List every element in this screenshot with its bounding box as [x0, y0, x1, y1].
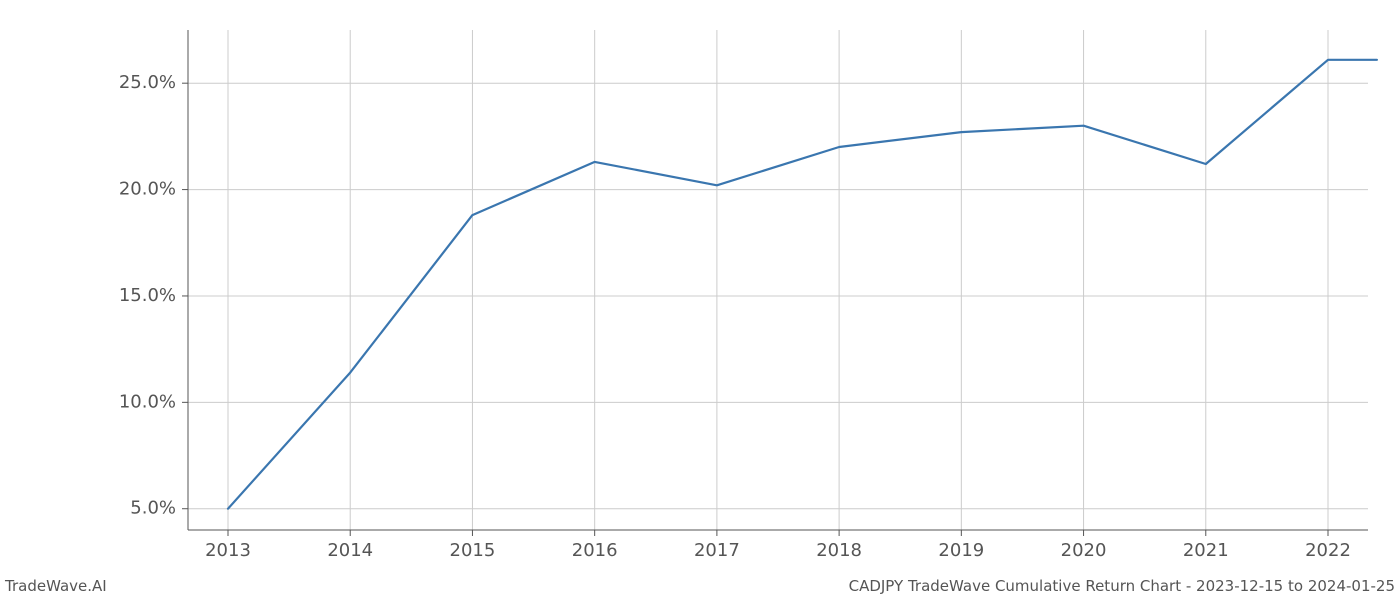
x-tick-label: 2018 [816, 540, 862, 561]
y-tick-label: 5.0% [130, 498, 176, 519]
footer-caption: CADJPY TradeWave Cumulative Return Chart… [849, 577, 1395, 595]
x-tick-label: 2017 [694, 540, 740, 561]
x-tick-label: 2022 [1305, 540, 1351, 561]
x-tick-label: 2013 [205, 540, 251, 561]
y-tick-label: 25.0% [119, 72, 176, 93]
footer-brand: TradeWave.AI [5, 577, 107, 595]
y-tick-label: 20.0% [119, 179, 176, 200]
x-tick-label: 2016 [572, 540, 618, 561]
chart-container: 5.0% 10.0% 15.0% 20.0% 25.0% 2013 2014 2015 2016… [0, 0, 1400, 600]
x-tick-label: 2020 [1061, 540, 1107, 561]
y-tick-label: 10.0% [119, 391, 176, 412]
x-tick-label: 2019 [938, 540, 984, 561]
x-tick-label: 2014 [327, 540, 373, 561]
y-tick-label: 15.0% [119, 285, 176, 306]
x-tick-label: 2015 [450, 540, 496, 561]
line-chart: 5.0% 10.0% 15.0% 20.0% 25.0% 2013 2014 2015 2016… [0, 0, 1400, 600]
x-tick-label: 2021 [1183, 540, 1229, 561]
